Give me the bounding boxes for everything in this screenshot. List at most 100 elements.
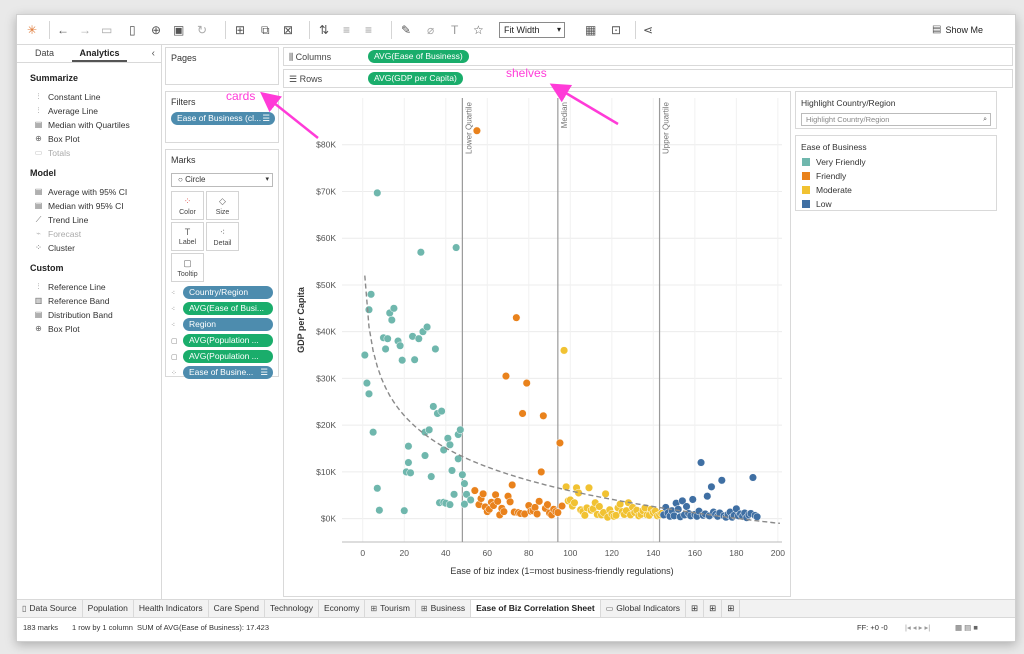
columns-pill[interactable]: AVG(Ease of Business)	[368, 50, 469, 63]
panel-tabs: Data Analytics ‹	[17, 45, 161, 63]
group-icon[interactable]: ⌀	[427, 23, 435, 37]
rows-pill[interactable]: AVG(GDP per Capita)	[368, 72, 463, 85]
refresh-icon[interactable]: ↻	[197, 23, 208, 37]
detail-button[interactable]: ⁖ Detail	[206, 222, 239, 251]
new-story-icon[interactable]: ⊞	[722, 600, 741, 617]
analytics-item-box-plot[interactable]: ⊕ Box Plot	[33, 133, 161, 144]
color-icon: ⁘	[183, 195, 192, 206]
swap-rows-columns-icon[interactable]: ⇅	[319, 23, 330, 37]
toolbar-separator	[635, 21, 636, 39]
analytics-item-label: Median with 95% CI	[48, 200, 124, 211]
sheet-tab-health-indicators[interactable]: Health Indicators	[134, 600, 209, 617]
sheet-tab-technology[interactable]: Technology	[265, 600, 320, 617]
new-datasource-icon[interactable]: ⊕	[151, 23, 162, 37]
label-icon[interactable]: T	[451, 23, 459, 37]
share-icon[interactable]: ⋖	[643, 23, 654, 37]
viz-canvas[interactable]: $0K $10K $20K $30K $40K $50K $60K $70K $80K 0 20 40…	[283, 91, 791, 597]
legend-item-low[interactable]: Low	[802, 199, 996, 209]
scatter-chart[interactable]: $0K $10K $20K $30K $40K $50K $60K $70K $80K 0 20 40…	[284, 92, 792, 598]
label-button[interactable]: T Label	[171, 222, 204, 251]
sheet-tab-ease-of-biz-correlation-sheet[interactable]: Ease of Biz Correlation Sheet	[471, 600, 601, 617]
analytics-item-average-line[interactable]: ⫶ Average Line	[33, 105, 161, 116]
analytics-item-totals[interactable]: ▭ Totals	[33, 147, 161, 158]
presentation-mode-icon[interactable]: ⊡	[611, 23, 622, 37]
mark-pill-avg-population[interactable]: AVG(Population ...	[183, 334, 273, 347]
analytics-item-forecast[interactable]: ⌁ Forecast	[33, 228, 161, 239]
x-tick-label: 140	[646, 548, 660, 558]
color-button[interactable]: ⁘ Color	[171, 191, 204, 220]
sheet-tab-economy[interactable]: Economy	[319, 600, 366, 617]
legend-item-friendly[interactable]: Friendly	[802, 171, 996, 181]
tab-analytics[interactable]: Analytics	[72, 45, 127, 62]
y-tick-label: $30K	[316, 373, 336, 383]
new-worksheet-icon[interactable]: ⊞	[235, 23, 246, 37]
analytics-item-box-plot[interactable]: ⊕ Box Plot	[33, 323, 161, 334]
fix-axes-icon[interactable]: ☆	[473, 23, 484, 37]
show-cards-icon[interactable]: ▦	[585, 23, 597, 37]
mark-pill-avg-population[interactable]: AVG(Population ...	[183, 350, 273, 363]
tooltip-icon: ▢	[183, 257, 192, 268]
fit-width-select[interactable]: Fit Width ▾	[499, 22, 565, 38]
pause-updates-icon[interactable]: ▣	[173, 23, 185, 37]
save-icon[interactable]: ▯	[129, 23, 136, 37]
highlight-search-input[interactable]: Highlight Country/Region ⌕	[801, 113, 991, 126]
median-ci-icon: ▤	[34, 201, 43, 210]
tooltip-button[interactable]: ▢ Tooltip	[171, 253, 204, 282]
mark-pill-avg-ease-of-busi[interactable]: AVG(Ease of Busi...	[183, 302, 273, 315]
mark-pill-ease-of-busine[interactable]: Ease of Busine... ☰	[183, 366, 273, 379]
box-plot-icon: ⊕	[35, 134, 42, 143]
detail-icon: ⁖	[219, 226, 226, 237]
sheet-tab-global-indicators[interactable]: ▭ Global Indicators	[601, 600, 687, 617]
duplicate-sheet-icon[interactable]: ⧉	[261, 22, 270, 37]
mark-pill-country-region[interactable]: Country/Region	[183, 286, 273, 299]
analytics-item-constant-line[interactable]: ⫶ Constant Line	[33, 91, 161, 102]
sheet-tab-tourism[interactable]: ⊞ Tourism	[365, 600, 416, 617]
sheet-tab-bar: ▯ Data Source Population Health Indicators C…	[17, 599, 1015, 617]
rows-shelf[interactable]: ☰ Rows AVG(GDP per Capita)	[283, 69, 1013, 88]
legend-item-very-friendly[interactable]: Very Friendly	[802, 157, 996, 167]
sheet-tab-business[interactable]: ⊞ Business	[416, 600, 472, 617]
analytics-item-reference-band[interactable]: ▥ Reference Band	[33, 295, 161, 306]
new-dashboard-icon[interactable]: ⊞	[704, 600, 723, 617]
legend-item-moderate[interactable]: Moderate	[802, 185, 996, 195]
new-worksheet-icon[interactable]: ⊞	[686, 600, 705, 617]
show-me-button[interactable]: ▤ Show Me	[932, 24, 983, 35]
series-friendly	[470, 126, 567, 519]
clear-sheet-icon[interactable]: ⊠	[283, 23, 294, 37]
collapse-panel-icon[interactable]: ‹	[151, 48, 155, 59]
tableau-logo-icon[interactable]: ✳	[27, 23, 38, 37]
analytics-item-distribution-band[interactable]: ▤ Distribution Band	[33, 309, 161, 320]
scatter-point	[364, 389, 374, 398]
filters-card[interactable]: Filters Ease of Business (cl... ☰	[165, 91, 279, 143]
pages-title: Pages	[171, 53, 197, 63]
sheet-tab-population[interactable]: Population	[83, 600, 134, 617]
view-mode-icons[interactable]: ▦ ▤ ■	[955, 623, 978, 632]
analytics-item-label: Box Plot	[48, 323, 80, 334]
page-nav-icons[interactable]: |◂ ◂ ▸ ▸|	[905, 623, 931, 632]
sheet-tab-care-spend[interactable]: Care Spend	[209, 600, 265, 617]
columns-shelf[interactable]: ⫼ Columns AVG(Ease of Business)	[283, 47, 1013, 66]
size-button[interactable]: ◇ Size	[206, 191, 239, 220]
analytics-item-median-with-95-ci[interactable]: ▤ Median with 95% CI	[33, 200, 161, 211]
mark-pill-region[interactable]: Region	[183, 318, 273, 331]
sort-descending-icon[interactable]: ≡	[365, 23, 373, 37]
highlight-icon[interactable]: ✎	[401, 23, 412, 37]
undo-icon[interactable]: ←	[57, 23, 69, 37]
analytics-item-reference-line[interactable]: ⫶ Reference Line	[33, 281, 161, 292]
filter-pill-ease-of-business[interactable]: Ease of Business (cl... ☰	[171, 112, 275, 125]
mark-type-select[interactable]: ○ Circle ▾	[171, 173, 273, 187]
tab-data[interactable]: Data	[34, 48, 54, 58]
analytics-item-cluster[interactable]: ⁘ Cluster	[33, 242, 161, 253]
color-button-label: Color	[179, 208, 196, 216]
replay-icon[interactable]: ▭	[101, 23, 113, 37]
analytics-item-trend-line[interactable]: ⟋ Trend Line	[33, 214, 161, 225]
analytics-item-median-with-quartiles[interactable]: ▤ Median with Quartiles	[33, 119, 161, 130]
sort-ascending-icon[interactable]: ≡	[343, 23, 351, 37]
scatter-point	[537, 467, 546, 476]
pages-card[interactable]: Pages	[165, 47, 279, 85]
redo-icon[interactable]: →	[79, 23, 91, 37]
sheet-tab-label: Tourism	[380, 603, 410, 613]
analytics-item-label: Forecast	[48, 228, 82, 239]
analytics-item-average-with-95-ci[interactable]: ▤ Average with 95% CI	[33, 186, 161, 197]
sheet-tab-data-source[interactable]: ▯ Data Source	[17, 600, 83, 617]
